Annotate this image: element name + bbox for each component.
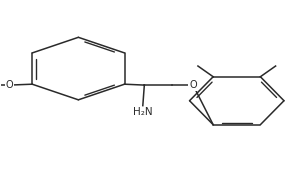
Text: H₂N: H₂N: [133, 107, 153, 117]
Text: O: O: [189, 80, 197, 90]
Text: O: O: [6, 80, 13, 90]
